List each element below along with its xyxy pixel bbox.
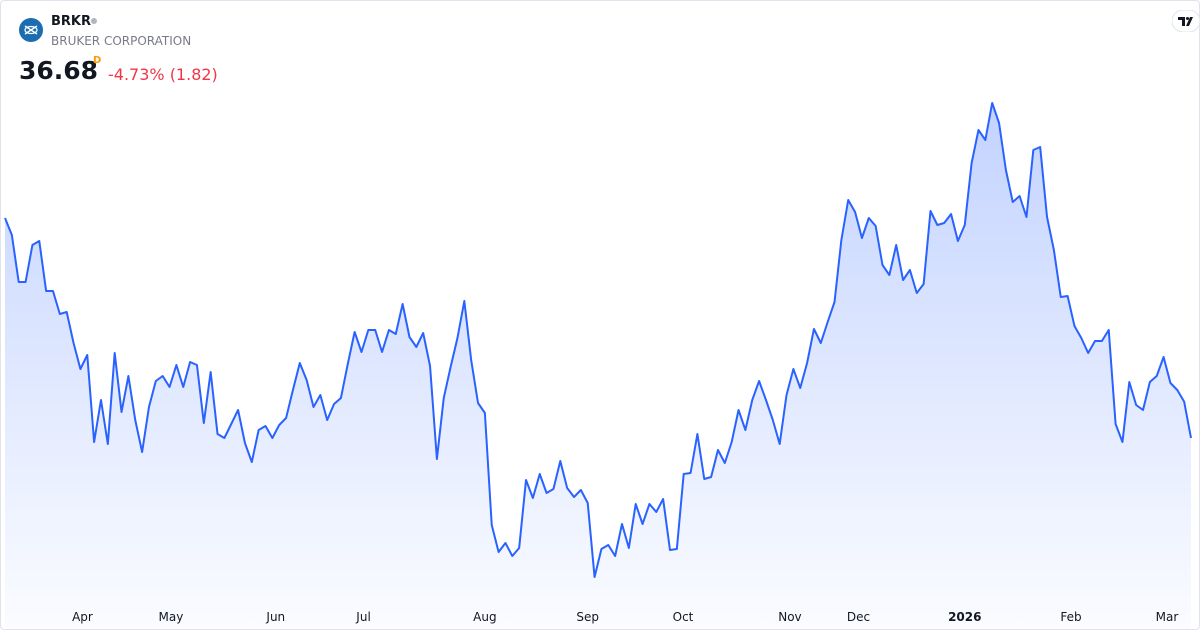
interval: D (93, 55, 102, 66)
x-tick-label: May (158, 610, 183, 624)
symbol[interactable]: BRKR (51, 14, 92, 29)
x-tick-label: Jul (355, 610, 370, 624)
x-tick-label: Feb (1060, 610, 1081, 624)
company-logo (19, 18, 43, 42)
x-tick-label: Oct (673, 610, 694, 624)
area-fill (5, 103, 1191, 628)
x-tick-label: Apr (72, 610, 93, 624)
x-tick-label: Nov (778, 610, 801, 624)
company-name: BRUKER CORPORATION (51, 34, 192, 48)
x-tick-label: Jun (265, 610, 285, 624)
last-price: 36.68 (19, 56, 99, 85)
price-change: -4.73% (1.82) (108, 65, 218, 84)
price-line (4, 102, 1192, 578)
status-dot (91, 18, 97, 24)
tradingview-logo[interactable] (1172, 10, 1200, 32)
x-tick-label: Sep (576, 610, 599, 624)
x-tick-label: Aug (473, 610, 496, 624)
x-tick-label: Mar (1156, 610, 1179, 624)
x-tick-label: 2026 (948, 610, 981, 624)
x-tick-label: Dec (847, 610, 870, 624)
